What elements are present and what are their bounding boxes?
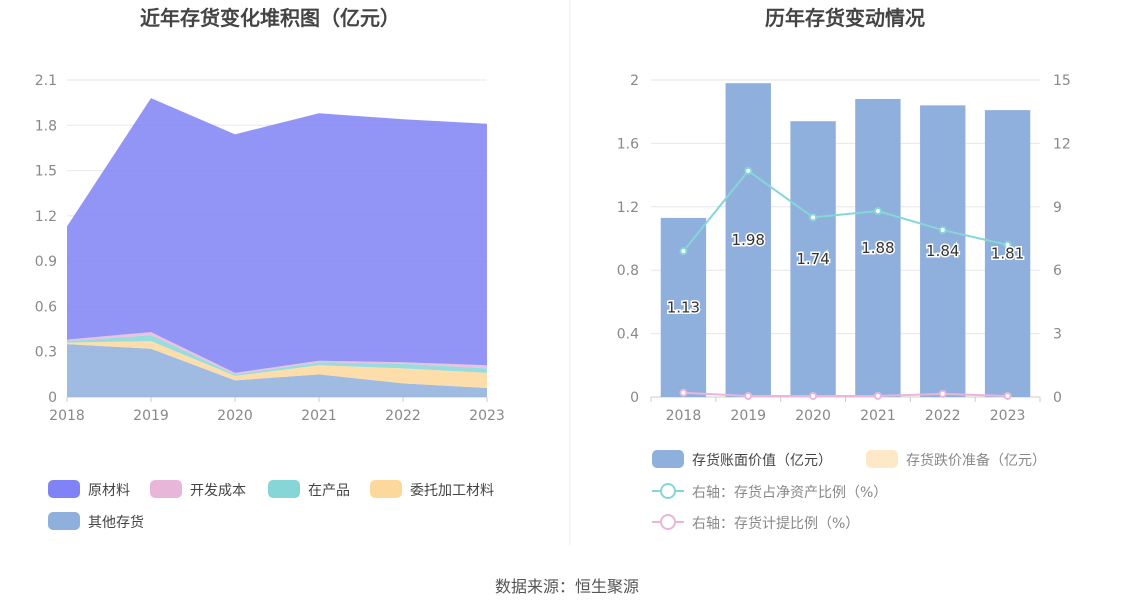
bar[interactable] [855, 99, 901, 398]
legend-label[interactable]: 委托加工材料 [410, 483, 494, 499]
y-tick-label: 0.9 [35, 254, 57, 270]
x-tick-label: 2022 [925, 408, 961, 424]
y-tick-label: 1.2 [35, 209, 57, 225]
x-tick-label: 2019 [133, 408, 169, 424]
y-tick-label: 0.8 [617, 263, 639, 279]
line-point[interactable] [873, 207, 882, 216]
bar[interactable] [984, 110, 1031, 398]
legend-swatch[interactable] [48, 512, 80, 530]
y2-tick-label: 3 [1053, 327, 1062, 343]
bar[interactable] [725, 83, 771, 398]
y2-tick-label: 15 [1053, 73, 1071, 89]
bar-value-label: 1.88 [861, 239, 894, 257]
x-tick-label: 2021 [860, 408, 896, 424]
legend-label[interactable]: 右轴：存货计提比例（%） [692, 515, 859, 532]
line-point[interactable] [744, 391, 753, 400]
line-point[interactable] [1003, 240, 1012, 249]
x-tick-label: 2021 [301, 408, 337, 424]
bar-value-label: 1.13 [667, 298, 700, 316]
line-point[interactable] [809, 213, 818, 222]
y-tick-label: 0 [48, 390, 57, 406]
y-tick-label: 2 [630, 73, 639, 89]
inventory-stacked-area-chart: 近年存货变化堆积图（亿元） 0 0.3 0.6 0.9 1.2 1.5 1.8 2.1 201… [35, 6, 505, 531]
legend-label[interactable]: 右轴：存货占净资产比例（%） [692, 484, 887, 501]
y2-tick-label: 12 [1053, 136, 1071, 152]
right-right-y-axis: 0 3 6 9 12 15 [1053, 73, 1071, 406]
legend-swatch[interactable] [48, 480, 80, 498]
legend-marker[interactable] [660, 514, 676, 530]
x-tick-label: 2020 [217, 408, 253, 424]
bar-value-label: 1.74 [796, 250, 829, 268]
right-line-series [679, 166, 1012, 400]
x-tick-label: 2020 [795, 408, 831, 424]
legend-label[interactable]: 存货跌价准备（亿元） [906, 452, 1046, 469]
legend-marker[interactable] [660, 483, 676, 499]
bar[interactable] [920, 105, 966, 398]
legend-swatch[interactable] [268, 480, 300, 498]
line-point[interactable] [938, 226, 947, 235]
y-tick-label: 1.5 [35, 164, 57, 180]
line-point[interactable] [744, 166, 753, 175]
legend-swatch[interactable] [370, 480, 402, 498]
left-chart-title: 近年存货变化堆积图（亿元） [140, 6, 400, 30]
line-series-2[interactable] [682, 169, 1008, 252]
x-tick-label: 2023 [469, 408, 505, 424]
area-series-4[interactable] [67, 98, 487, 373]
y-tick-label: 0.4 [617, 327, 639, 343]
y-tick-label: 0.6 [35, 299, 57, 315]
x-tick-label: 2018 [49, 408, 85, 424]
right-bar-labels: 1.13 1.98 1.74 1.88 1.84 1.81 [665, 230, 1026, 318]
inventory-change-bar-chart: 历年存货变动情况 1.13 1.98 1.74 1.88 1.84 1.81 0 0.4 0.… [617, 6, 1071, 532]
line-point[interactable] [679, 247, 688, 256]
legend-label[interactable]: 存货账面价值（亿元） [692, 452, 832, 469]
area-series-2[interactable] [67, 335, 487, 376]
bar[interactable] [790, 121, 836, 398]
legend-label[interactable]: 在产品 [308, 483, 350, 499]
y-tick-label: 1.8 [35, 118, 57, 134]
x-tick-label: 2019 [730, 408, 766, 424]
y2-tick-label: 0 [1053, 390, 1062, 406]
legend-swatch[interactable] [652, 450, 684, 468]
data-source: 数据来源：恒生聚源 [495, 577, 639, 596]
line-point[interactable] [809, 391, 818, 400]
y2-tick-label: 6 [1053, 263, 1062, 279]
x-tick-label: 2023 [990, 408, 1026, 424]
left-area-series [67, 98, 487, 397]
y2-tick-label: 9 [1053, 200, 1062, 216]
left-x-axis: 2018 2019 2020 2021 2022 2023 [49, 397, 505, 424]
line-point[interactable] [873, 391, 882, 400]
area-series-0[interactable] [67, 344, 487, 397]
line-point[interactable] [679, 388, 688, 397]
right-legend: 存货账面价值（亿元） 存货跌价准备（亿元） 右轴：存货占净资产比例（%） 右轴：存货计… [652, 450, 1046, 532]
line-point[interactable] [938, 389, 947, 398]
y-tick-label: 2.1 [35, 73, 57, 89]
legend-label[interactable]: 其他存货 [88, 514, 144, 531]
y-tick-label: 1.2 [617, 200, 639, 216]
line-series-3[interactable] [683, 391, 1008, 397]
y-tick-label: 0.3 [35, 345, 57, 361]
legend-label[interactable]: 开发成本 [190, 483, 246, 499]
x-tick-label: 2018 [666, 408, 702, 424]
line-point[interactable] [1003, 391, 1012, 400]
right-left-y-axis: 0 0.4 0.8 1.2 1.6 2 [617, 73, 639, 406]
y-tick-label: 1.6 [617, 136, 639, 152]
legend-label[interactable]: 原材料 [88, 483, 130, 499]
bar-value-label: 1.98 [732, 231, 765, 249]
area-series-3[interactable] [67, 332, 487, 375]
left-y-axis: 0 0.3 0.6 0.9 1.2 1.5 1.8 2.1 [35, 73, 57, 406]
right-x-axis: 2018 2019 2020 2021 2022 2023 [650, 397, 1041, 424]
x-tick-label: 2022 [385, 408, 421, 424]
right-chart-title: 历年存货变动情况 [765, 6, 925, 30]
bar-value-label: 1.84 [926, 242, 959, 260]
y-tick-label: 0 [630, 390, 639, 406]
legend-swatch[interactable] [150, 480, 182, 498]
right-bar-series [660, 83, 1031, 398]
bar-value-label: 1.81 [991, 245, 1024, 263]
area-series-1[interactable] [67, 341, 487, 388]
legend-swatch[interactable] [866, 450, 898, 468]
